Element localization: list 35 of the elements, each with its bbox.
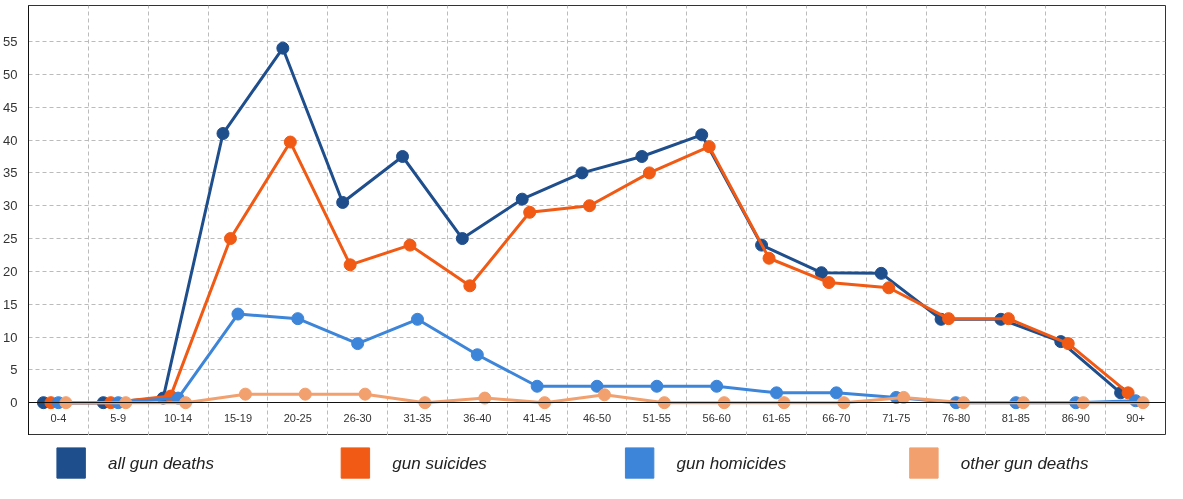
x-tick-label: 51-55 (642, 411, 671, 424)
x-tick-label: 81-85 (1001, 411, 1030, 424)
legend-label: all gun deaths (108, 453, 215, 473)
legend-label: other gun deaths (960, 453, 1089, 473)
x-tick-label: 66-70 (822, 411, 851, 424)
y-tick-label: 30 (3, 198, 18, 214)
y-tick-label: 20 (3, 263, 18, 279)
y-tick-label: 5 (10, 362, 18, 378)
legend-label: gun suicides (392, 453, 488, 473)
x-tick-label: 76-80 (941, 411, 971, 424)
y-tick-label: 15 (3, 296, 18, 312)
x-tick-label: 90+ (1126, 411, 1145, 424)
x-tick-label: 56-60 (702, 411, 731, 424)
y-tick-label: 55 (3, 34, 18, 50)
y-tick-label: 45 (3, 99, 18, 115)
y-tick-label: 25 (3, 231, 18, 247)
y-tick-label: 50 (3, 66, 18, 82)
x-tick-label: 26-30 (343, 411, 372, 424)
x-tick-label: 36-40 (463, 411, 492, 424)
x-tick-label: 20-25 (283, 411, 312, 424)
y-tick-label: 35 (3, 165, 18, 181)
x-tick-label: 46-50 (582, 411, 612, 424)
x-tick-label: 41-45 (523, 411, 552, 424)
x-tick-label: 61-65 (762, 411, 791, 424)
y-tick-label: 0 (10, 395, 18, 411)
x-tick-label: 31-35 (403, 411, 432, 424)
x-tick-label: 10-14 (164, 411, 193, 424)
x-tick-label: 5-9 (110, 411, 127, 424)
x-tick-label: 86-90 (1061, 411, 1090, 424)
x-tick-label: 0-4 (50, 411, 67, 424)
x-tick-label: 71-75 (882, 411, 911, 424)
y-tick-label: 10 (3, 329, 18, 345)
y-tick-label: 40 (3, 132, 18, 148)
x-tick-label: 15-19 (223, 411, 253, 424)
legend-label: gun homicides (676, 453, 787, 473)
